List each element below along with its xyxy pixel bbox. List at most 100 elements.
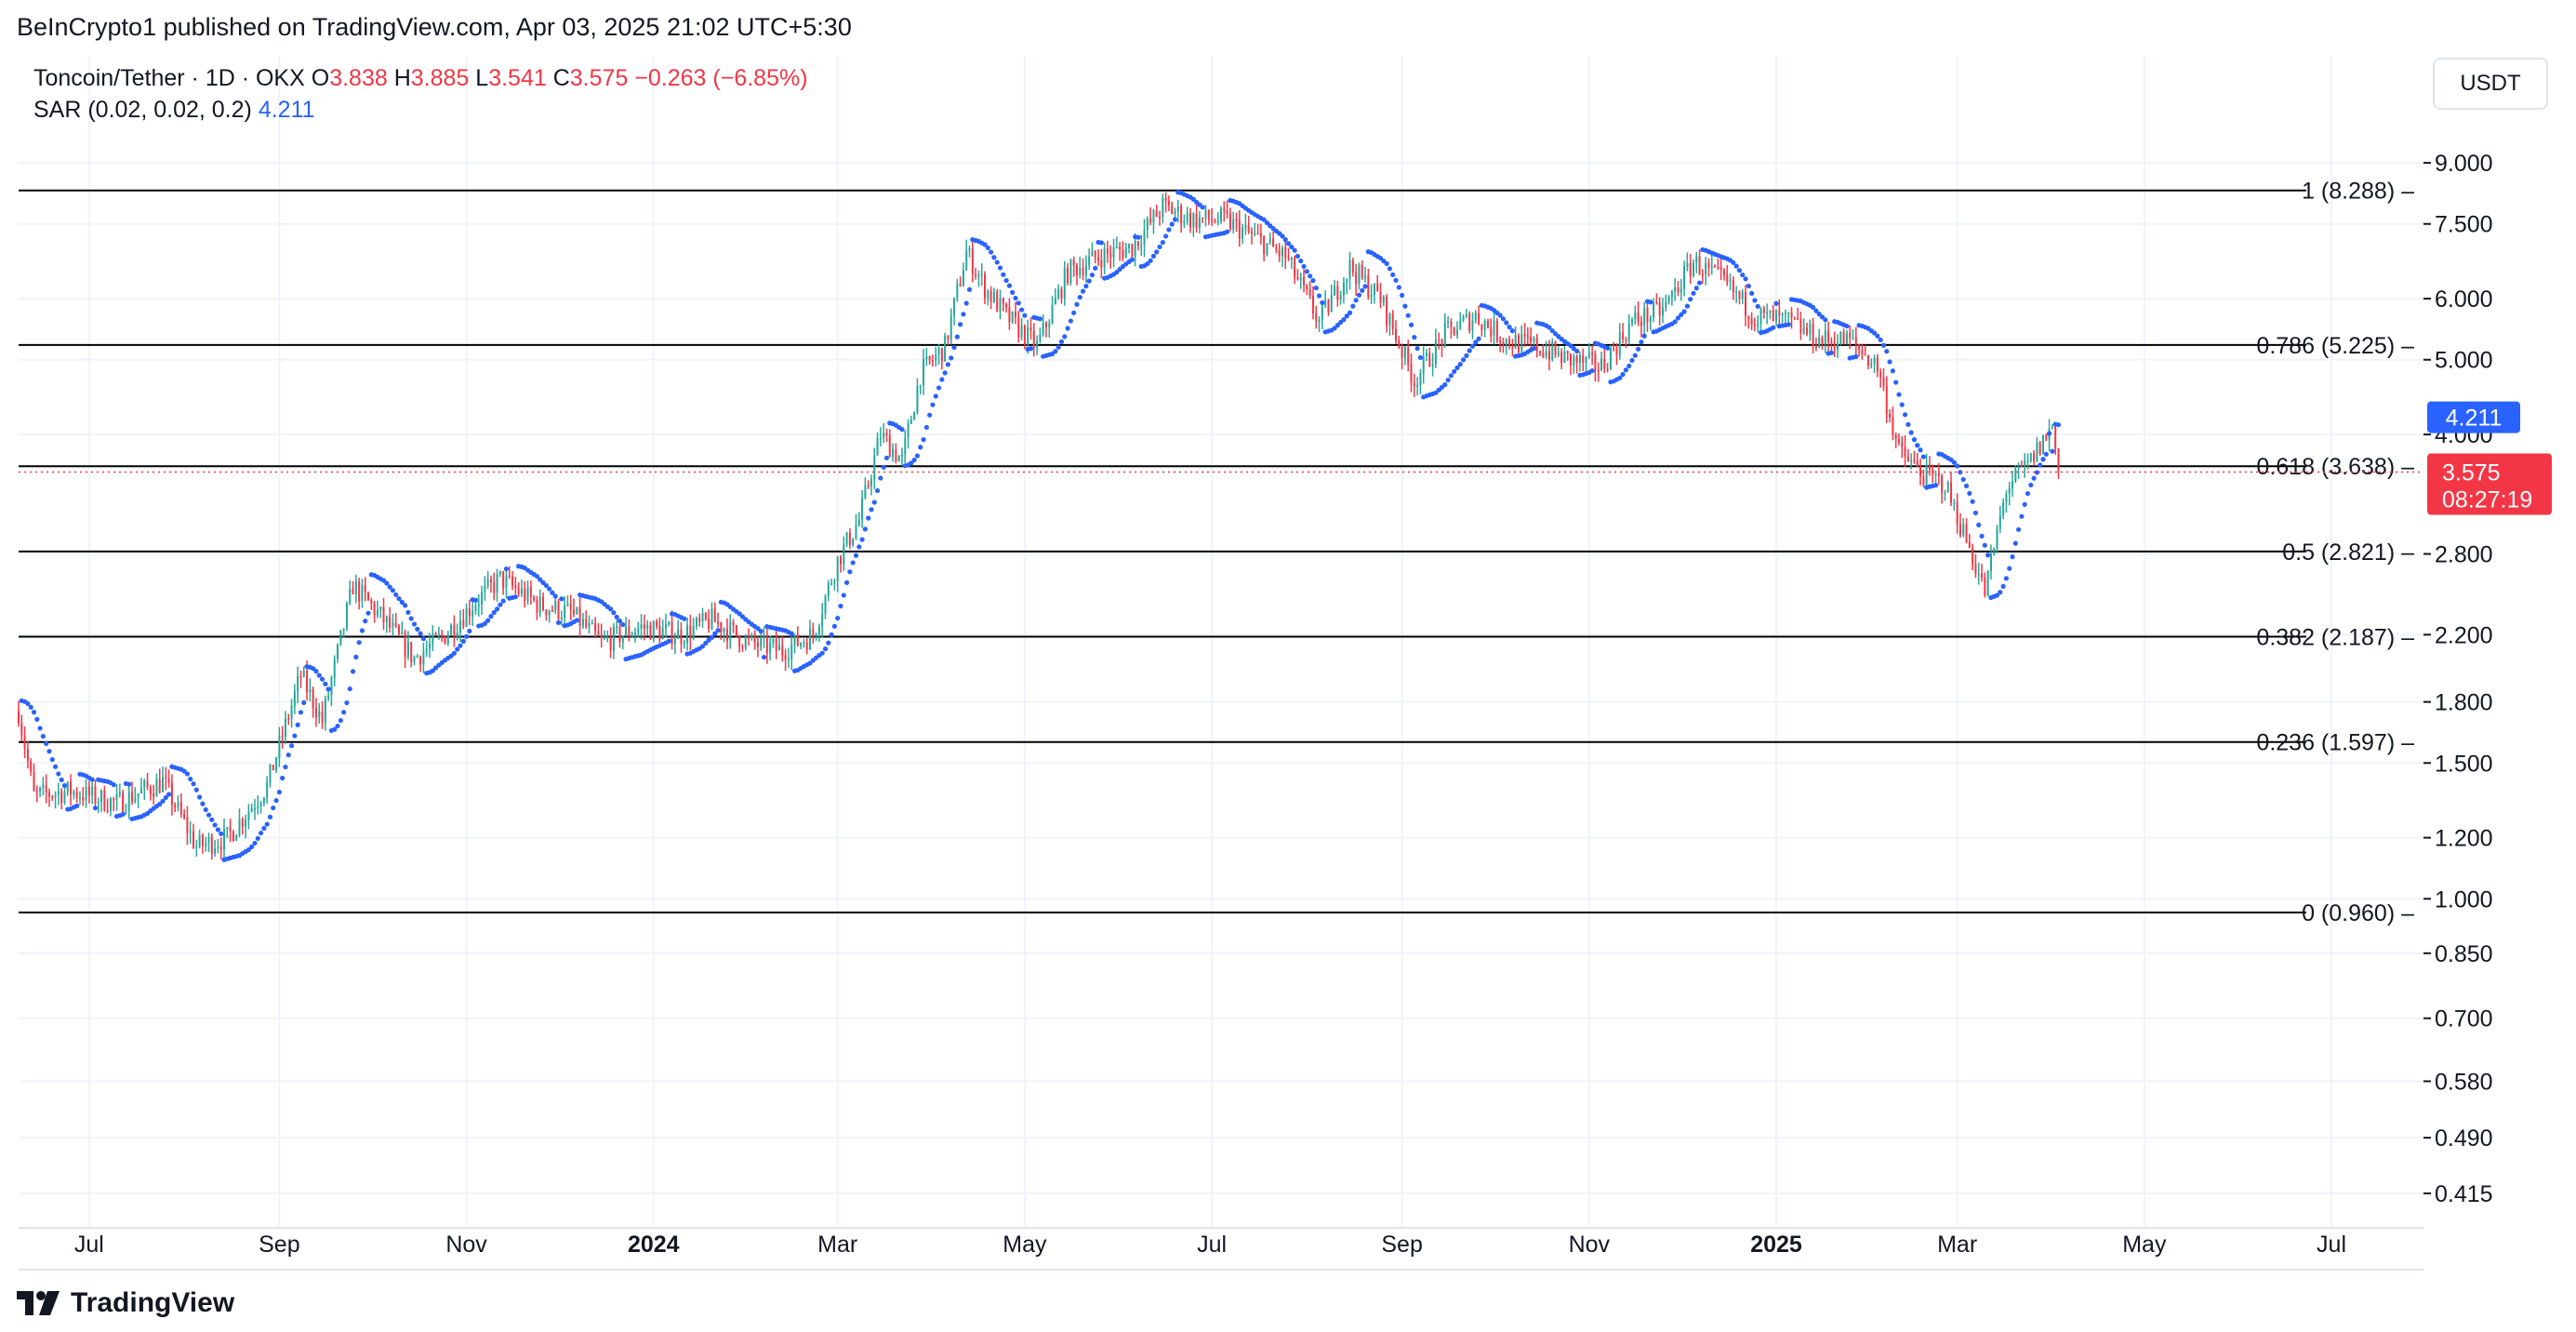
candle-body bbox=[2051, 426, 2053, 429]
candle-body bbox=[345, 603, 348, 629]
sar-dot bbox=[1509, 328, 1515, 334]
sar-dot bbox=[552, 593, 558, 599]
sar-dot bbox=[384, 580, 390, 586]
sar-dot bbox=[909, 460, 914, 466]
tradingview-logo[interactable]: TradingView bbox=[17, 1287, 234, 1319]
sar-dot bbox=[878, 475, 883, 481]
candle-body bbox=[1753, 324, 1756, 326]
candle-body bbox=[1272, 238, 1275, 247]
candle-body bbox=[892, 448, 895, 458]
price-axis[interactable]: 9.0007.5006.0005.0004.0002.8002.2001.800… bbox=[2423, 151, 2493, 1207]
candle-body bbox=[87, 786, 90, 796]
candle-body bbox=[484, 585, 486, 593]
sar-dot bbox=[1037, 316, 1042, 322]
candle-body bbox=[864, 485, 867, 499]
candle-body bbox=[1974, 564, 1977, 575]
sar-dot bbox=[430, 668, 435, 673]
candle-body bbox=[1220, 208, 1222, 221]
symbol-name[interactable]: Toncoin/Tether · 1D · OKX bbox=[33, 65, 305, 91]
sar-dot bbox=[1010, 289, 1016, 295]
sar-dot bbox=[1166, 227, 1172, 233]
candle-body bbox=[299, 676, 302, 678]
sar-dot bbox=[822, 646, 829, 652]
sar-dot bbox=[1377, 255, 1384, 261]
sar-dot bbox=[2000, 583, 2006, 589]
sar-dot bbox=[853, 553, 859, 558]
sar-dot bbox=[74, 803, 80, 808]
candle-body bbox=[1373, 283, 1375, 295]
candle-body bbox=[235, 834, 238, 841]
candle-body bbox=[769, 642, 772, 653]
candle-body bbox=[309, 689, 312, 692]
candle-body bbox=[1481, 324, 1483, 330]
candle-body bbox=[1216, 220, 1219, 223]
candle-body bbox=[217, 846, 219, 848]
sar-dot bbox=[921, 437, 926, 443]
candle-body bbox=[1339, 295, 1342, 300]
time-axis[interactable]: Jul Sep Nov 2024 Mar May Jul Sep Nov 2025 Mar May Ju… bbox=[19, 1227, 2423, 1271]
candle-body bbox=[1735, 291, 1738, 293]
sar-dot bbox=[193, 787, 199, 793]
symbol-legend[interactable]: Toncoin/Tether · 1D · OKX O3.838 H3.885 … bbox=[33, 65, 808, 92]
sar-dot bbox=[463, 633, 470, 639]
indicator-name[interactable]: SAR (0.02, 0.02, 0.2) bbox=[33, 97, 252, 123]
tradingview-logo-icon bbox=[17, 1291, 60, 1315]
candle-body bbox=[437, 633, 440, 636]
candle-body bbox=[895, 448, 897, 461]
candle-body bbox=[827, 583, 830, 596]
sar-dot bbox=[1731, 260, 1736, 265]
candle-body bbox=[1131, 244, 1134, 257]
candle-body bbox=[489, 579, 492, 583]
candle-body bbox=[944, 335, 947, 362]
candle-body bbox=[1778, 311, 1781, 315]
sar-dot bbox=[1402, 303, 1408, 309]
sar-dot bbox=[899, 427, 905, 433]
candle-body bbox=[1689, 263, 1692, 276]
candle-body bbox=[229, 827, 232, 832]
candle-body bbox=[281, 736, 284, 738]
sar-dot bbox=[1454, 365, 1460, 370]
candle-body bbox=[760, 636, 763, 647]
sar-dot bbox=[1313, 285, 1319, 291]
sar-dot bbox=[408, 616, 414, 621]
candle-body bbox=[677, 629, 680, 639]
sar-dot bbox=[166, 792, 172, 797]
candle-body bbox=[496, 574, 498, 593]
candle-body bbox=[1722, 269, 1725, 275]
sar-dot bbox=[1080, 288, 1086, 294]
candle-body bbox=[618, 626, 621, 643]
candle-body bbox=[1640, 321, 1642, 326]
candle-body bbox=[1769, 310, 1772, 313]
candle-body bbox=[717, 621, 720, 624]
time-tick-label: Jul bbox=[1197, 1232, 1227, 1258]
candle-body bbox=[1842, 331, 1845, 345]
sar-dot bbox=[1648, 300, 1653, 305]
indicator-value: 4.211 bbox=[258, 97, 315, 123]
sar-dot bbox=[534, 573, 540, 579]
sar-dot bbox=[458, 643, 463, 648]
sar-dot bbox=[1880, 342, 1887, 348]
sar-dot bbox=[37, 726, 43, 731]
candle-body bbox=[1290, 258, 1293, 260]
candle-body bbox=[162, 777, 165, 793]
candle-body bbox=[1465, 313, 1467, 317]
candle-body bbox=[729, 621, 732, 641]
candle-body bbox=[1443, 323, 1446, 346]
candle-body bbox=[57, 791, 60, 795]
indicator-legend[interactable]: SAR (0.02, 0.02, 0.2) 4.211 bbox=[33, 97, 315, 124]
currency-button[interactable]: USDT bbox=[2433, 58, 2548, 110]
sar-dot bbox=[188, 776, 193, 782]
candle-body bbox=[103, 790, 106, 810]
candle-body bbox=[1266, 243, 1268, 255]
candle-body bbox=[1106, 248, 1109, 254]
candle-body bbox=[1189, 212, 1192, 228]
sar-dot bbox=[1013, 295, 1018, 301]
sar-dot bbox=[451, 650, 457, 656]
candle-body bbox=[456, 632, 458, 637]
candlestick-series bbox=[18, 192, 2060, 860]
candle-body bbox=[60, 791, 63, 803]
candle-body bbox=[293, 691, 296, 706]
fib-label: 0.618 (3.638) – bbox=[2256, 454, 2414, 480]
